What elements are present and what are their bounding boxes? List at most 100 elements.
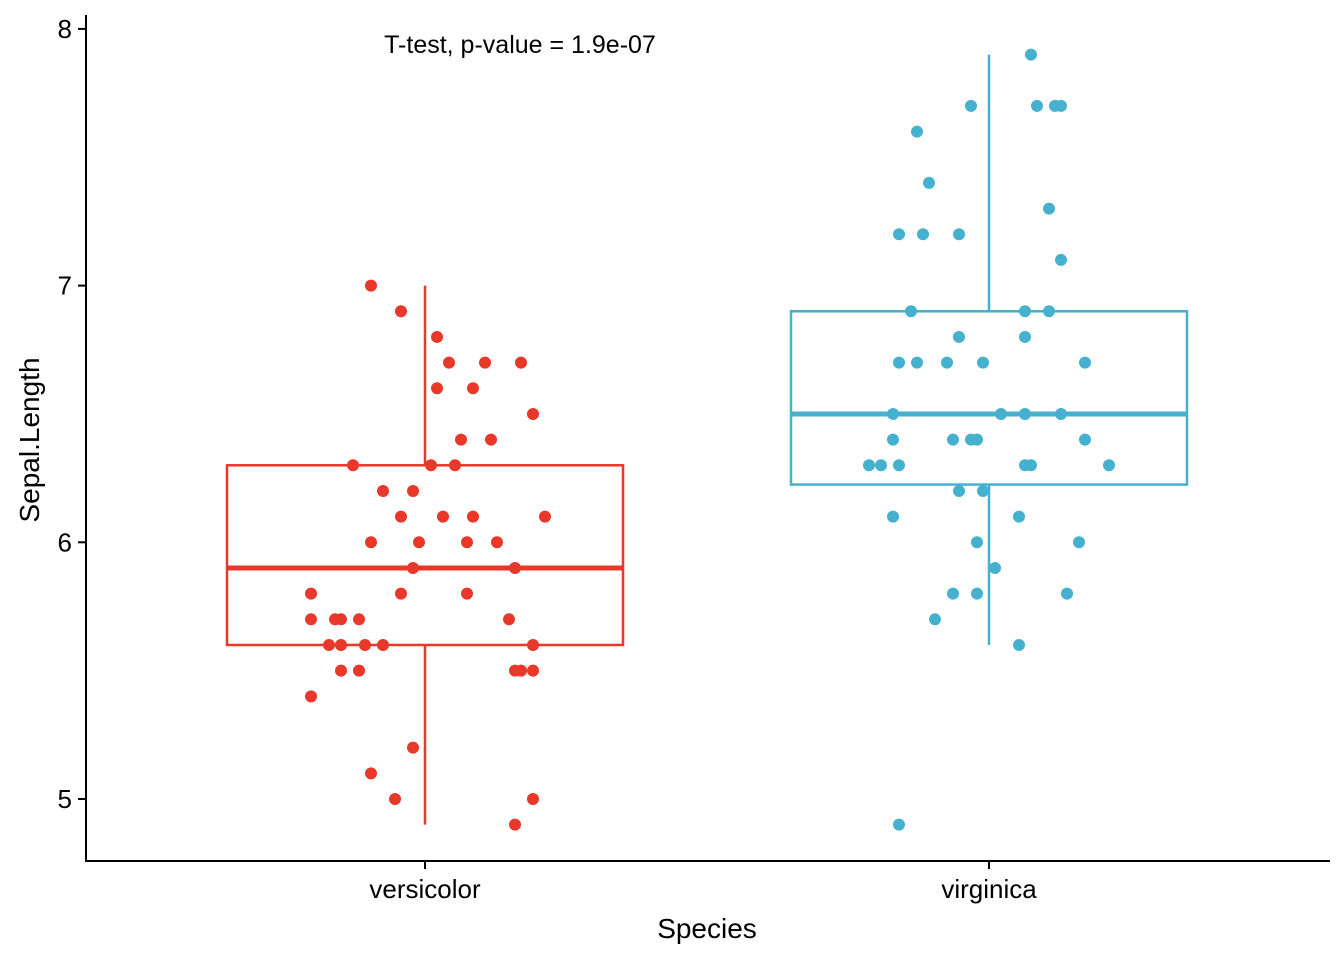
data-point [1013, 638, 1025, 651]
data-point [1043, 305, 1055, 318]
data-point [947, 433, 959, 446]
box-group-versicolor [225, 279, 625, 831]
data-point [515, 664, 527, 677]
data-point [905, 305, 917, 318]
data-point [353, 613, 365, 626]
data-point [911, 356, 923, 369]
data-point [479, 356, 491, 369]
data-point [467, 510, 479, 523]
data-point [365, 279, 377, 292]
data-point [893, 459, 905, 472]
data-point [1055, 407, 1067, 420]
data-point [323, 638, 335, 651]
data-point [1079, 356, 1091, 369]
data-point [923, 176, 935, 189]
data-point [1019, 305, 1031, 318]
data-point [407, 561, 419, 574]
data-point [485, 433, 497, 446]
data-point [509, 818, 521, 831]
data-point [893, 356, 905, 369]
data-point [539, 510, 551, 523]
box-group-virginica [789, 48, 1189, 831]
data-point [911, 125, 923, 138]
data-point [365, 767, 377, 780]
data-point [461, 587, 473, 600]
data-point [989, 561, 1001, 574]
x-tick-label: virginica [941, 874, 1037, 904]
data-point [335, 638, 347, 651]
data-point [953, 330, 965, 343]
data-point [365, 536, 377, 549]
data-point [875, 459, 887, 472]
data-point [527, 664, 539, 677]
data-point [395, 587, 407, 600]
data-point [953, 484, 965, 497]
data-point [515, 356, 527, 369]
y-tick-label: 7 [58, 271, 72, 301]
data-point [887, 407, 899, 420]
data-point [953, 228, 965, 241]
data-point [389, 793, 401, 805]
box-iqr [225, 464, 625, 647]
data-point [329, 613, 341, 626]
y-tick-label: 6 [58, 527, 72, 557]
data-point [995, 407, 1007, 420]
box-iqr [789, 310, 1189, 486]
data-point [965, 99, 977, 112]
data-point [467, 382, 479, 395]
data-point [1043, 202, 1055, 215]
data-point [449, 459, 461, 472]
data-point [377, 484, 389, 497]
y-axis-title: Sepal.Length [14, 357, 45, 522]
x-axis-title: Species [657, 913, 757, 944]
annotation-text: T-test, p-value = 1.9e-07 [384, 31, 656, 59]
data-point [971, 587, 983, 600]
data-point [335, 664, 347, 677]
data-point [527, 793, 539, 805]
data-point [941, 356, 953, 369]
x-axis-ticks: versicolor virginica [369, 861, 1037, 904]
data-point [1079, 433, 1091, 446]
data-point [347, 459, 359, 472]
data-point [977, 356, 989, 369]
data-point [527, 407, 539, 420]
data-point [971, 536, 983, 549]
data-point [887, 510, 899, 523]
data-point [407, 484, 419, 497]
data-point [503, 613, 515, 626]
data-point [917, 228, 929, 241]
chart-marks [225, 48, 1189, 831]
data-point [461, 536, 473, 549]
data-point [929, 613, 941, 626]
data-point [431, 330, 443, 343]
data-point [1013, 510, 1025, 523]
y-tick-label: 8 [58, 14, 72, 44]
data-point [353, 664, 365, 677]
data-point [1019, 330, 1031, 343]
data-point [1055, 253, 1067, 266]
data-point [305, 690, 317, 703]
x-tick-label: versicolor [369, 874, 481, 904]
data-point [431, 382, 443, 395]
data-point [407, 741, 419, 754]
data-point [395, 305, 407, 318]
data-point [1025, 459, 1037, 472]
data-point [1061, 587, 1073, 600]
data-point [893, 228, 905, 241]
data-point [1049, 99, 1061, 112]
data-point [527, 638, 539, 651]
data-point [359, 638, 371, 651]
data-point [971, 433, 983, 446]
y-tick-label: 5 [58, 784, 72, 814]
data-point [305, 587, 317, 600]
data-point [395, 510, 407, 523]
data-point [863, 459, 875, 472]
data-point [1025, 48, 1037, 61]
data-point [1073, 536, 1085, 549]
data-point [893, 818, 905, 831]
data-point [305, 613, 317, 626]
data-point [443, 356, 455, 369]
data-point [1103, 459, 1115, 472]
data-point [455, 433, 467, 446]
